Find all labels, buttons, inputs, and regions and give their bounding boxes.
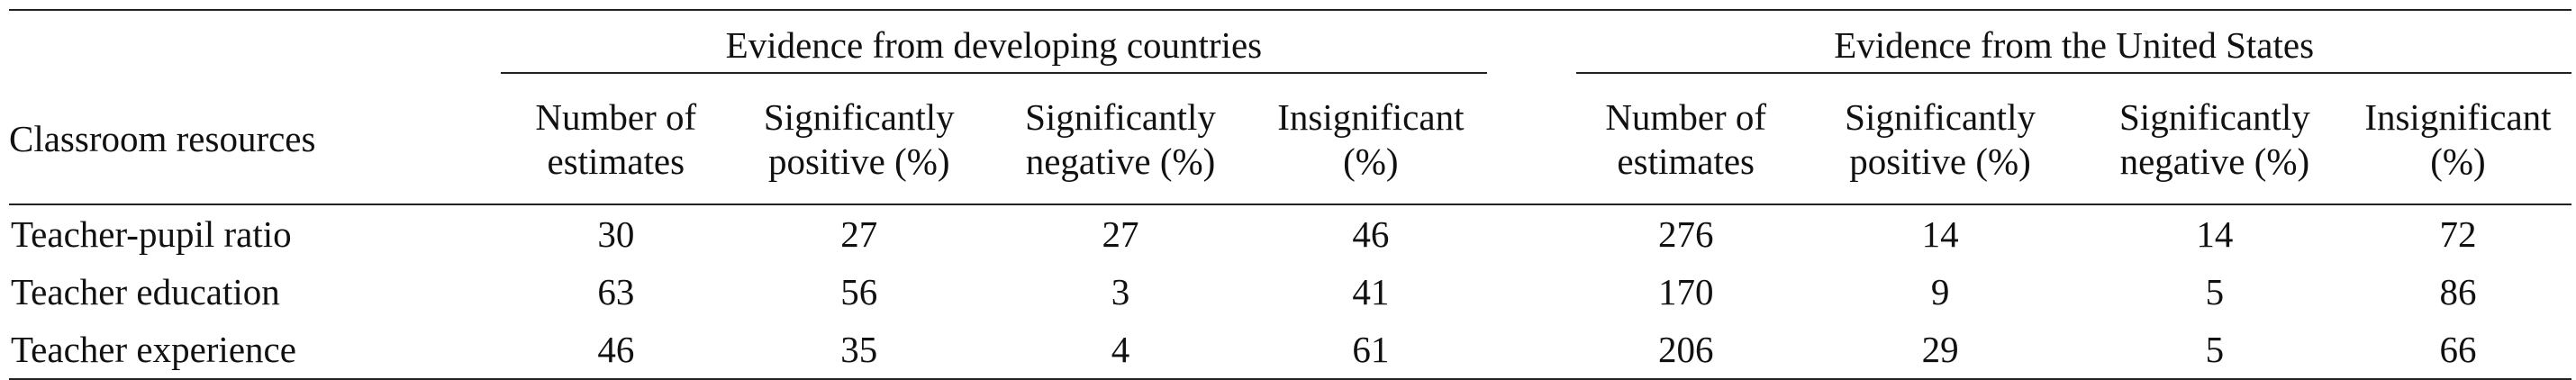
- column-header-dev-insignificant: Insignificant (%): [1254, 73, 1488, 205]
- cell-us-positive: 14: [1921, 213, 1959, 255]
- cell-us-positive: 9: [1930, 270, 1950, 312]
- row-label: Teacher-pupil ratio: [11, 213, 292, 255]
- column-header-dev-positive: Significantly positive (%): [731, 73, 987, 205]
- cell-us-insignificant: 66: [2344, 321, 2571, 380]
- cell-dev-estimates: 46: [500, 321, 732, 380]
- row-header-label: Classroom resources: [9, 73, 501, 205]
- column-header-line: Significantly: [2119, 95, 2310, 138]
- cell-dev-insignificant: 41: [1352, 270, 1390, 312]
- row-label: Teacher education: [11, 270, 280, 312]
- table-row: Teacher education 63 56 3 41 170 9 5 86: [9, 263, 2571, 321]
- column-header-us-positive: Significantly positive (%): [1795, 73, 2085, 205]
- column-header-us-insignificant: Insignificant (%): [2344, 73, 2571, 205]
- column-header-line: positive (%): [1849, 140, 2031, 182]
- cell-dev-positive: 27: [840, 213, 878, 255]
- cell-dev-positive: 35: [731, 321, 987, 380]
- cell-us-estimates: 170: [1657, 270, 1714, 312]
- table-row: Teacher experience 46 35 4 61 206 29 5 6…: [9, 321, 2571, 380]
- group-gap: [1487, 263, 1576, 321]
- corner-cell: [9, 9, 501, 73]
- cell-us-estimates: 206: [1576, 321, 1796, 380]
- column-header-line: Number of: [535, 95, 697, 138]
- column-header-line: (%): [2430, 140, 2486, 182]
- cell-dev-estimates: 63: [597, 270, 635, 312]
- cell-us-negative: 5: [2084, 321, 2345, 380]
- cell-dev-positive: 56: [840, 270, 878, 312]
- group-title-developing: Evidence from developing countries: [500, 9, 1488, 74]
- cell-us-positive: 29: [1795, 321, 2085, 380]
- group-gap: [1487, 9, 1577, 73]
- column-header-line: Significantly: [763, 95, 955, 138]
- cell-dev-insignificant: 61: [1254, 321, 1488, 380]
- column-header-line: Insignificant: [1277, 95, 1465, 138]
- column-header-line: (%): [1343, 140, 1399, 182]
- column-header-line: Significantly: [1025, 95, 1216, 138]
- group-title-us: Evidence from the United States: [1576, 9, 2571, 74]
- group-gap: [1487, 73, 1577, 205]
- cell-us-negative: 5: [2205, 270, 2225, 312]
- page: Evidence from developing countries Evide…: [9, 9, 2571, 380]
- column-header-us-negative: Significantly negative (%): [2084, 73, 2345, 205]
- cell-dev-negative: 27: [1102, 213, 1139, 255]
- column-header-line: Number of: [1605, 95, 1767, 138]
- cell-dev-insignificant: 46: [1352, 213, 1390, 255]
- column-header-line: negative (%): [2119, 140, 2310, 182]
- column-header-line: Significantly: [1845, 95, 2036, 138]
- results-table: Evidence from developing countries Evide…: [9, 9, 2571, 380]
- cell-us-negative: 14: [2196, 213, 2234, 255]
- cell-us-estimates: 276: [1657, 213, 1714, 255]
- group-header-row: Evidence from developing countries Evide…: [9, 9, 2571, 74]
- cell-us-insignificant: 72: [2439, 213, 2477, 255]
- row-label: Teacher experience: [9, 321, 501, 380]
- column-header-line: Insignificant: [2364, 95, 2552, 138]
- group-gap: [1487, 321, 1577, 380]
- column-header-line: estimates: [547, 140, 685, 182]
- column-header-dev-negative: Significantly negative (%): [986, 73, 1255, 205]
- cell-us-insignificant: 86: [2439, 270, 2477, 312]
- column-header-dev-estimates: Number of estimates: [500, 73, 732, 205]
- cell-dev-negative: 4: [986, 321, 1255, 380]
- column-header-line: estimates: [1617, 140, 1755, 182]
- cell-dev-estimates: 30: [597, 213, 635, 255]
- group-gap: [1487, 204, 1576, 263]
- cell-dev-negative: 3: [1111, 270, 1130, 312]
- table-row: Teacher-pupil ratio 30 27 27 46 276 14 1…: [9, 204, 2571, 263]
- column-header-us-estimates: Number of estimates: [1576, 73, 1796, 205]
- column-header-line: negative (%): [1025, 140, 1216, 182]
- column-header-line: positive (%): [768, 140, 950, 182]
- column-header-row: Classroom resources Number of estimates …: [9, 73, 2571, 205]
